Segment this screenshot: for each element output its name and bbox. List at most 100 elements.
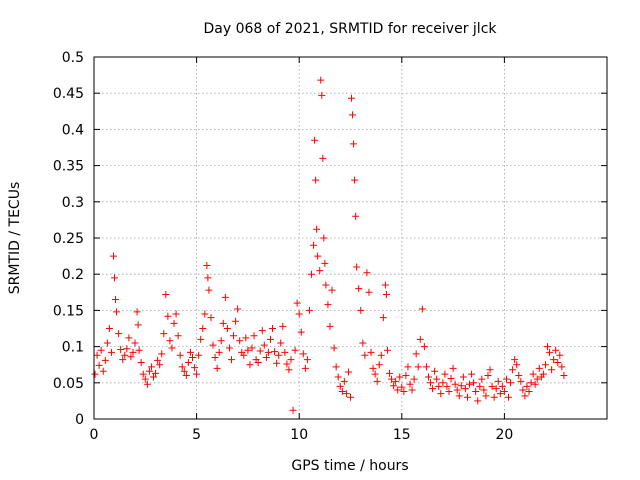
data-point (289, 406, 297, 414)
data-point (191, 364, 199, 372)
data-point (527, 379, 535, 387)
data-point (147, 363, 155, 371)
data-point (227, 356, 235, 364)
data-point (340, 377, 348, 385)
data-point (287, 356, 295, 364)
data-point (509, 366, 517, 374)
data-point (398, 383, 406, 391)
data-point (383, 346, 391, 354)
data-point (223, 325, 231, 332)
data-point (433, 375, 441, 383)
data-point (328, 286, 336, 294)
data-point (552, 346, 560, 354)
data-point (406, 380, 414, 388)
data-point (377, 351, 385, 359)
data-point (310, 241, 318, 249)
data-point (180, 367, 188, 375)
data-point (129, 348, 137, 356)
data-point (350, 140, 358, 148)
data-point (219, 319, 227, 327)
data-point (156, 361, 164, 369)
data-point (371, 370, 379, 378)
data-point (404, 363, 412, 371)
data-point (476, 382, 484, 390)
data-point (449, 364, 457, 372)
data-point (135, 346, 143, 354)
data-point (319, 154, 327, 162)
data-point (422, 363, 430, 371)
y-tick-label: 0.4 (62, 122, 84, 138)
data-point (215, 348, 223, 356)
data-point (447, 374, 455, 382)
data-point (260, 341, 268, 349)
data-point (266, 335, 274, 343)
data-point (308, 270, 316, 278)
x-tick-labels: 0 5 10 15 20 (90, 427, 514, 443)
y-tick-label: 0.15 (53, 303, 84, 319)
data-point (496, 390, 504, 398)
data-point (347, 393, 354, 401)
data-point (312, 176, 320, 184)
data-point (158, 350, 166, 358)
data-point (484, 372, 492, 380)
data-point (359, 339, 367, 347)
data-point (361, 351, 369, 359)
data-point (541, 361, 549, 369)
data-point (152, 369, 160, 377)
data-point (511, 356, 519, 364)
x-tick-label: 10 (290, 427, 308, 443)
data-point (349, 111, 357, 119)
data-point (113, 308, 121, 316)
data-point (525, 387, 533, 395)
data-point (457, 382, 465, 390)
data-point (112, 296, 120, 304)
data-point (285, 366, 293, 374)
data-point (468, 370, 476, 378)
data-point (254, 359, 262, 367)
data-point (109, 252, 117, 260)
data-point (463, 393, 471, 401)
data-point (281, 348, 289, 356)
data-point (186, 348, 194, 356)
data-point (264, 348, 272, 356)
data-point (170, 319, 178, 327)
data-point (101, 356, 109, 364)
grid (94, 57, 607, 419)
data-point (314, 252, 322, 260)
y-axis-label: SRMTID / TECUs (7, 182, 23, 295)
data-point (529, 370, 537, 378)
data-point (97, 346, 105, 354)
data-point (166, 337, 174, 345)
data-point (115, 330, 123, 338)
y-tick-label: 0.45 (53, 86, 84, 102)
data-point (293, 299, 301, 307)
data-point (533, 375, 541, 383)
y-tick-labels: 0 0.05 0.1 0.15 0.2 0.25 0.3 0.35 0.4 0.45 0.5 (53, 50, 84, 428)
data-point (336, 382, 344, 390)
data-point (478, 375, 486, 383)
data-point (382, 290, 390, 298)
data-point (143, 380, 151, 388)
data-point (283, 360, 291, 368)
data-point (318, 91, 326, 99)
data-point (105, 325, 113, 332)
data-point (195, 351, 203, 359)
data-point (162, 290, 170, 298)
data-point (414, 363, 422, 371)
data-point (519, 386, 527, 394)
data-point (178, 363, 186, 371)
data-point (123, 345, 131, 353)
x-tick-label: 20 (495, 427, 513, 443)
data-point (543, 343, 551, 351)
data-point (250, 332, 258, 340)
data-point (482, 392, 490, 400)
data-point (209, 341, 217, 349)
data-point (133, 308, 141, 316)
data-point (117, 345, 125, 353)
data-point (330, 344, 338, 352)
data-point (558, 363, 566, 371)
x-tick-label: 0 (90, 427, 99, 443)
data-point (375, 361, 383, 369)
data-point (535, 364, 543, 372)
data-point (297, 328, 305, 336)
